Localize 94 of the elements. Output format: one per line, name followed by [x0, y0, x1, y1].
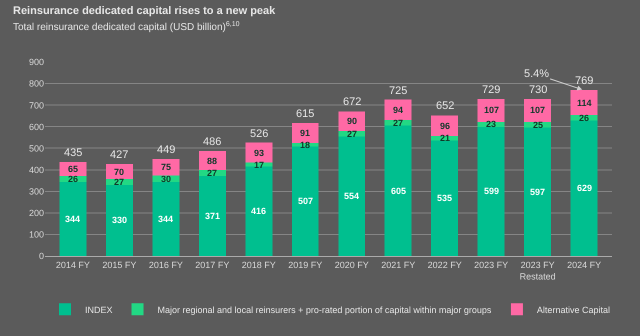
data-label: 96: [440, 121, 450, 131]
bar: [384, 100, 412, 120]
x-tick-label: 2023 FY: [474, 260, 508, 270]
data-label: 629: [577, 183, 592, 193]
x-tick-label: 2016 FY: [148, 260, 183, 270]
bar: [431, 140, 458, 256]
total-label: 729: [482, 84, 500, 96]
y-tick-label: 800: [28, 78, 44, 89]
bar: [524, 127, 552, 256]
y-tick-label: 700: [28, 100, 44, 110]
data-label: 371: [205, 211, 220, 221]
bar: [570, 90, 598, 115]
data-label: 27: [114, 177, 124, 187]
data-label: 23: [486, 119, 496, 129]
x-tick-label: 2020 FY: [334, 260, 369, 270]
x-tick-label: 2019 FY: [288, 260, 322, 270]
data-label: 17: [254, 160, 264, 170]
data-label: 507: [298, 196, 314, 206]
total-label: 725: [389, 85, 408, 97]
data-label: 93: [254, 148, 264, 158]
chart-subtitle: Total reinsurance dedicated capital (USD billion)$^{6,10}$: [13, 21, 240, 34]
x-tick-label: 2015 FY: [102, 260, 136, 270]
data-label: 18: [300, 140, 310, 150]
bar: [152, 182, 180, 256]
data-label: 535: [437, 193, 452, 203]
data-label: 599: [484, 186, 500, 196]
y-tick-label: 500: [28, 143, 44, 154]
total-label: 615: [296, 108, 314, 120]
bar: [245, 166, 272, 256]
legend-label: INDEX: [85, 304, 113, 315]
data-label: 25: [533, 120, 544, 130]
annotation: 5.4%: [524, 68, 550, 80]
data-label: 416: [251, 206, 266, 216]
data-label: 27: [347, 129, 358, 139]
data-label: 75: [161, 162, 172, 172]
data-label: 554: [344, 191, 360, 201]
x-tick-label: 2017 FY: [195, 260, 230, 270]
total-label: 486: [203, 136, 222, 148]
y-tick-label: 100: [28, 230, 44, 240]
bar: [570, 120, 598, 256]
total-label: 435: [64, 147, 82, 159]
data-label: 107: [484, 105, 500, 115]
total-label: 652: [436, 100, 454, 112]
bar: [152, 159, 180, 176]
data-label: 65: [68, 164, 78, 174]
data-label: 605: [391, 186, 406, 196]
legend-label: Major regional and local reinsurers + pro-rated portion of capital within major groups: [158, 304, 492, 315]
data-label: 30: [161, 174, 172, 184]
bar: [245, 162, 272, 166]
y-tick-label: 900: [28, 57, 44, 68]
total-label: 672: [343, 96, 362, 108]
y-tick-label: 400: [28, 164, 44, 175]
x-tick-label: 2021 FY: [381, 260, 416, 270]
total-label: 730: [529, 84, 548, 96]
data-label: 344: [65, 214, 80, 224]
bar: [292, 146, 319, 256]
x-tick-label: 2023 FY Restated: [520, 260, 556, 282]
x-tick-label: 2014 FY: [56, 260, 90, 270]
bar: [292, 123, 319, 143]
data-label: 70: [114, 167, 124, 177]
chart-title: Reinsurance dedicated capital rises to a new peak: [13, 5, 276, 17]
y-tick-label: 200: [28, 208, 44, 218]
data-label: 26: [579, 113, 590, 123]
data-label: 344: [158, 214, 174, 224]
y-tick-label: 300: [28, 186, 44, 196]
data-label: 26: [68, 174, 78, 184]
bar: [524, 98, 552, 122]
y-tick-label: 600: [28, 122, 44, 132]
bar: [198, 176, 226, 256]
bar: [106, 184, 133, 256]
x-tick-label: 2024 FY: [567, 260, 602, 270]
y-tick-label: 0: [38, 251, 44, 262]
legend-label: Alternative Capital: [536, 304, 610, 315]
data-label: 597: [530, 187, 546, 197]
data-label: 330: [112, 215, 128, 225]
data-label: 90: [347, 116, 358, 126]
data-label: 114: [577, 98, 592, 108]
data-label: 94: [393, 105, 404, 115]
bar: [384, 126, 412, 256]
total-label: 449: [157, 144, 176, 156]
x-tick-label: 2022 FY: [428, 260, 462, 270]
data-label: 27: [207, 168, 218, 178]
x-tick-label: 2018 FY: [242, 260, 276, 270]
bar: [478, 126, 505, 256]
data-label: 27: [393, 118, 404, 128]
total-label: 526: [250, 128, 268, 140]
data-label: 21: [440, 133, 450, 143]
bar: [338, 136, 366, 256]
total-label: 769: [575, 75, 594, 87]
bar: [59, 182, 86, 256]
data-label: 91: [300, 128, 310, 138]
data-label: 107: [530, 105, 546, 115]
data-label: 88: [207, 156, 218, 166]
total-label: 427: [110, 149, 128, 161]
